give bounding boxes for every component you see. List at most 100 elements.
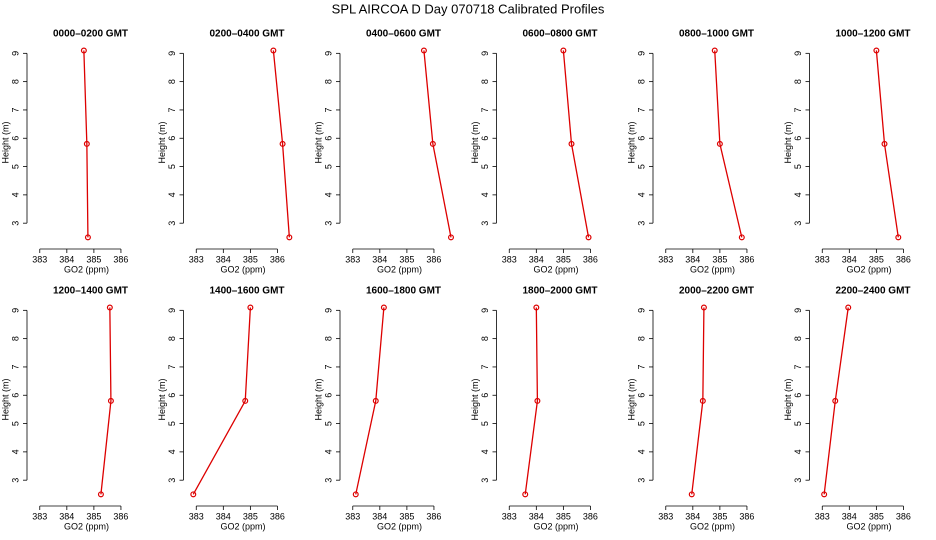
y-tick-label: 3 <box>10 221 20 226</box>
y-tick-label: 6 <box>793 393 803 398</box>
profile-line <box>524 307 539 495</box>
x-tick-label: 385 <box>556 511 571 521</box>
profile-point <box>190 491 197 498</box>
y-tick-label: 9 <box>167 51 177 56</box>
profile-point <box>533 304 540 311</box>
y-tick-label: 4 <box>636 449 646 454</box>
y-tick-label: 7 <box>167 364 177 369</box>
x-tick-label: 386 <box>583 254 598 264</box>
y-tick-label: 8 <box>480 336 490 341</box>
panel: 1200–1400 GMT 383 384 385 386 3 4 5 6 7 8 9 GO2 (ppm… <box>0 286 128 532</box>
profile-point <box>522 491 529 498</box>
x-tick-label: 386 <box>426 254 441 264</box>
x-tick-label: 384 <box>216 511 231 521</box>
y-tick-label: 5 <box>636 421 646 426</box>
x-tick-label: 386 <box>270 511 285 521</box>
x-tick-label: 386 <box>896 511 911 521</box>
y-tick-label: 6 <box>10 393 20 398</box>
y-axis-label: Height (m) <box>313 378 323 420</box>
y-tick-label: 7 <box>636 107 646 112</box>
y-tick-label: 4 <box>793 192 803 197</box>
x-axis-label: GO2 (ppm) <box>220 264 265 274</box>
x-tick-label: 386 <box>426 511 441 521</box>
x-tick-label: 383 <box>815 511 830 521</box>
x-tick-label: 383 <box>658 254 673 264</box>
y-tick-label: 4 <box>167 449 177 454</box>
x-tick-label: 384 <box>842 511 857 521</box>
x-tick-label: 385 <box>399 254 414 264</box>
x-axis-label: GO2 (ppm) <box>64 521 109 531</box>
panel: 1400–1600 GMT 383 384 385 386 3 4 5 6 7 8 9 GO2 (ppm… <box>157 286 285 532</box>
y-tick-label: 6 <box>167 393 177 398</box>
panel-title: 1600–1800 GMT <box>366 286 441 297</box>
profile-line <box>355 307 385 495</box>
profile-point <box>429 140 436 147</box>
profile-point <box>873 47 880 54</box>
profile-point <box>711 47 718 54</box>
profile-point <box>845 304 852 311</box>
panel-title: 2000–2200 GMT <box>679 286 754 297</box>
y-tick-label: 5 <box>10 164 20 169</box>
profile-point <box>380 304 387 311</box>
x-tick-label: 386 <box>113 254 128 264</box>
y-tick-label: 5 <box>167 164 177 169</box>
y-tick-label: 4 <box>793 449 803 454</box>
y-tick-label: 5 <box>480 164 490 169</box>
x-tick-label: 383 <box>189 511 204 521</box>
y-tick-label: 5 <box>636 164 646 169</box>
panel: 0800–1000 GMT 383 384 385 386 3 4 5 6 7 8 9 GO2 (ppm… <box>626 29 754 275</box>
x-axis-label: GO2 (ppm) <box>846 521 891 531</box>
y-tick-label: 9 <box>10 308 20 313</box>
y-tick-label: 4 <box>480 192 490 197</box>
y-tick-label: 9 <box>793 308 803 313</box>
panel-title: 2200–2400 GMT <box>835 286 910 297</box>
y-tick-label: 4 <box>323 449 333 454</box>
y-tick-label: 6 <box>793 136 803 141</box>
profile-point <box>821 491 828 498</box>
y-tick-label: 9 <box>323 308 333 313</box>
profile-point <box>247 304 254 311</box>
x-axis-label: GO2 (ppm) <box>690 521 735 531</box>
y-tick-label: 4 <box>480 449 490 454</box>
y-tick-label: 7 <box>480 364 490 369</box>
panel-title: 0200–0400 GMT <box>209 29 284 40</box>
x-tick-label: 385 <box>86 254 101 264</box>
y-axis-label: Height (m) <box>313 121 323 163</box>
y-tick-label: 7 <box>10 364 20 369</box>
x-tick-label: 384 <box>372 254 387 264</box>
y-tick-label: 8 <box>167 336 177 341</box>
x-tick-label: 384 <box>59 254 74 264</box>
panel: 1000–1200 GMT 383 384 385 386 3 4 5 6 7 8 9 GO2 (ppm… <box>783 29 911 275</box>
y-tick-label: 6 <box>323 136 333 141</box>
x-tick-label: 383 <box>658 511 673 521</box>
x-axis-label: GO2 (ppm) <box>690 264 735 274</box>
profile-point <box>286 234 293 241</box>
y-tick-label: 3 <box>636 221 646 226</box>
y-tick-label: 6 <box>480 393 490 398</box>
x-tick-label: 385 <box>556 254 571 264</box>
x-tick-label: 384 <box>216 254 231 264</box>
y-axis-label: Height (m) <box>470 121 480 163</box>
profile-line <box>823 307 849 495</box>
y-tick-label: 8 <box>10 336 20 341</box>
profile-line <box>83 50 89 238</box>
profile-point <box>832 397 839 404</box>
y-tick-label: 4 <box>167 192 177 197</box>
profile-line <box>691 307 705 495</box>
profile-point <box>270 47 277 54</box>
y-axis-label: Height (m) <box>157 378 167 420</box>
x-tick-label: 384 <box>529 254 544 264</box>
y-tick-label: 7 <box>793 107 803 112</box>
profile-point <box>352 491 359 498</box>
profile-point <box>534 397 541 404</box>
y-tick-label: 6 <box>10 136 20 141</box>
y-tick-label: 3 <box>636 478 646 483</box>
x-tick-label: 383 <box>815 254 830 264</box>
profile-point <box>372 397 379 404</box>
profile-point <box>447 234 454 241</box>
profile-point <box>242 397 249 404</box>
y-axis-label: Height (m) <box>626 121 636 163</box>
y-axis-label: Height (m) <box>470 378 480 420</box>
x-axis-label: GO2 (ppm) <box>846 264 891 274</box>
y-tick-label: 3 <box>793 478 803 483</box>
